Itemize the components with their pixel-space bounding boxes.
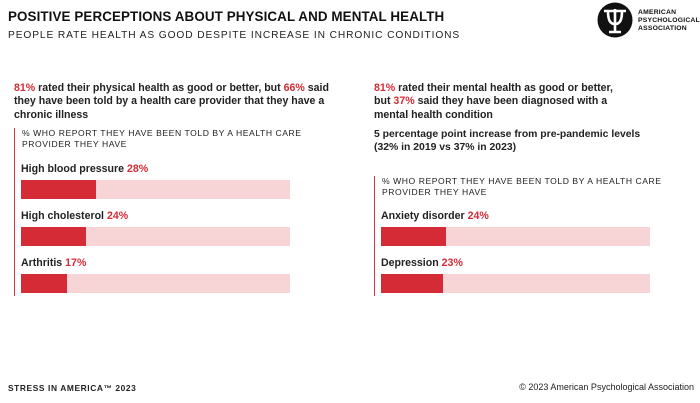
psi-icon xyxy=(597,2,633,38)
page-subtitle: PEOPLE RATE HEALTH AS GOOD DESPITE INCRE… xyxy=(8,30,461,41)
physical-stat-line: they have been told by a health care pro… xyxy=(14,95,325,108)
logo-line: ASSOCIATION xyxy=(638,24,687,32)
bar-category: High blood pressure xyxy=(21,163,125,175)
logo-line: PSYCHOLOGICAL xyxy=(638,16,700,24)
bar-category: High cholesterol xyxy=(21,210,104,222)
bar-row: High blood pressure 28% xyxy=(21,163,290,199)
bar xyxy=(21,274,67,293)
apa-logo: AMERICAN PSYCHOLOGICAL ASSOCIATION xyxy=(597,2,700,38)
mental-diagnosed-pct: 37% xyxy=(393,95,415,108)
bar-track xyxy=(381,227,650,246)
bar-value-label: 24% xyxy=(106,210,129,222)
bar-label: High blood pressure 28% xyxy=(21,163,148,176)
bar-row: High cholesterol 24% xyxy=(21,210,290,246)
mental-stat-text: but xyxy=(374,95,394,108)
physical-stat-text: said xyxy=(304,82,329,94)
chart-caption: % WHO REPORT THEY HAVE BEEN TOLD BY A HE… xyxy=(15,128,314,151)
chart-caption-line: PROVIDER THEY HAVE xyxy=(382,187,487,198)
note-line: 5 percentage point increase from pre-pan… xyxy=(374,129,641,140)
bar-value-label: 28% xyxy=(126,163,149,175)
bar-value-label: 23% xyxy=(441,257,463,269)
bar-label: Anxiety disorder 24% xyxy=(381,210,489,223)
bar-label: High cholesterol 24% xyxy=(21,210,128,223)
bar-category: Depression xyxy=(381,257,439,269)
mental-stat-line: mental health condition xyxy=(374,108,493,121)
physical-stat: 81% rated their physical health as good … xyxy=(14,82,329,122)
mental-good-pct: 81% xyxy=(374,82,396,94)
page-title: POSITIVE PERCEPTIONS ABOUT PHYSICAL AND … xyxy=(8,9,445,24)
logo-line: AMERICAN xyxy=(638,9,677,16)
physical-stat-line: chronic illness xyxy=(14,108,89,121)
physical-conditions-chart: % WHO REPORT THEY HAVE BEEN TOLD BY A HE… xyxy=(14,128,314,296)
bar-row: Depression 23% xyxy=(381,257,650,293)
bar-track xyxy=(21,227,290,246)
bar-value-label: 24% xyxy=(467,210,489,222)
bar xyxy=(381,274,443,293)
logo-wordmark: AMERICAN PSYCHOLOGICAL ASSOCIATION xyxy=(638,9,700,32)
mental-stat-text: rated their mental health as good or bet… xyxy=(395,82,614,94)
chart-caption: % WHO REPORT THEY HAVE BEEN TOLD BY A HE… xyxy=(375,176,674,199)
bar-row: Arthritis 17% xyxy=(21,257,290,293)
chart-caption-line: % WHO REPORT THEY HAVE BEEN TOLD BY A HE… xyxy=(382,176,662,186)
physical-stat-text: rated their physical health as good or b… xyxy=(35,82,284,94)
chart-caption-line: % WHO REPORT THEY HAVE BEEN TOLD BY A HE… xyxy=(22,128,302,138)
footer-copyright: © 2023 American Psychological Associatio… xyxy=(519,382,694,392)
bar xyxy=(21,180,97,199)
bar xyxy=(21,227,86,246)
note-line: (32% in 2019 vs 37% in 2023) xyxy=(374,142,517,154)
pandemic-increase-note: 5 percentage point increase from pre-pan… xyxy=(374,128,640,155)
footer-series: STRESS IN AMERICA™ 2023 xyxy=(8,383,137,393)
mental-conditions-chart: % WHO REPORT THEY HAVE BEEN TOLD BY A HE… xyxy=(374,176,674,296)
physical-good-pct: 81% xyxy=(14,82,36,94)
bar-label: Depression 23% xyxy=(381,257,463,270)
mental-stat: 81% rated their mental health as good or… xyxy=(374,82,613,122)
bar-track xyxy=(21,180,290,199)
bar-track xyxy=(21,274,290,293)
bar-category: Anxiety disorder xyxy=(381,210,465,222)
chart-caption-line: PROVIDER THEY HAVE xyxy=(22,139,127,150)
bar-track xyxy=(381,274,650,293)
bar-row: Anxiety disorder 24% xyxy=(381,210,650,246)
mental-stat-text: said they have been diagnosed with a xyxy=(414,95,608,108)
physical-chronic-pct: 66% xyxy=(283,82,305,94)
bar-category: Arthritis xyxy=(21,257,63,269)
bar-label: Arthritis 17% xyxy=(21,257,86,270)
bar-value-label: 17% xyxy=(65,257,87,269)
bar xyxy=(381,227,446,246)
